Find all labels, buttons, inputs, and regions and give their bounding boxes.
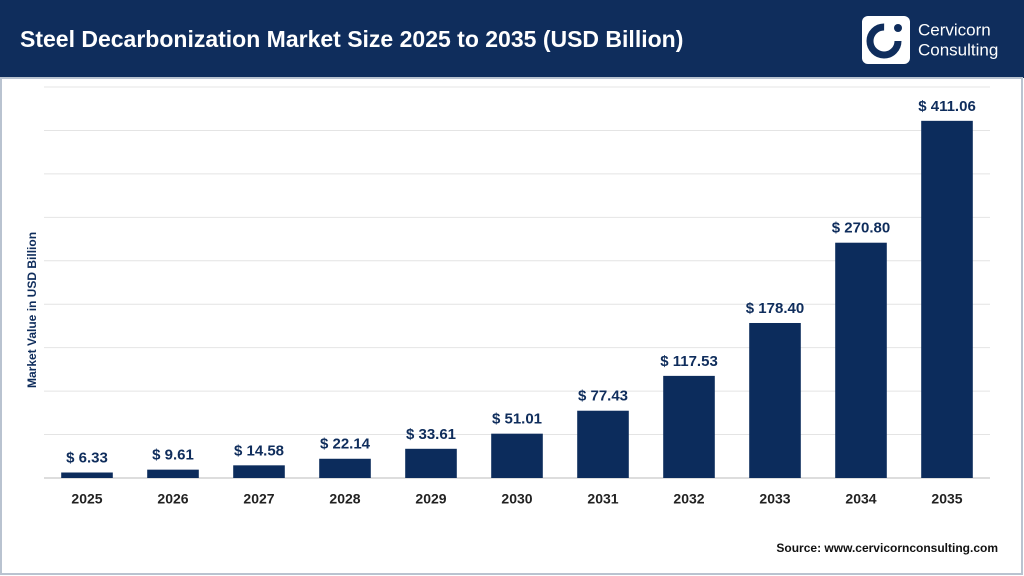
x-tick-label: 2025 [71, 491, 102, 507]
logo: Cervicorn Consulting [862, 16, 998, 64]
bar [319, 458, 371, 478]
bar [835, 242, 887, 478]
x-tick-label: 2032 [673, 491, 704, 507]
value-label: $ 178.40 [746, 300, 804, 317]
bar [577, 410, 629, 478]
x-tick-label: 2035 [931, 491, 962, 507]
bar [921, 120, 973, 478]
logo-dot [894, 24, 902, 32]
x-tick-label: 2031 [587, 491, 618, 507]
logo-line2: Consulting [918, 40, 998, 59]
value-label: $ 33.61 [406, 426, 456, 443]
logo-line1: Cervicorn [918, 20, 991, 39]
value-label: $ 411.06 [918, 98, 976, 115]
x-tick-label: 2026 [157, 491, 188, 507]
source-note: Source: www.cervicornconsulting.com [776, 541, 998, 555]
bar [749, 322, 801, 478]
value-label: $ 117.53 [660, 353, 718, 370]
y-axis-label: Market Value in USD Billion [25, 232, 39, 388]
value-label: $ 77.43 [578, 388, 628, 405]
x-tick-label: 2034 [845, 491, 876, 507]
x-tick-label: 2030 [501, 491, 532, 507]
x-tick-label: 2029 [415, 491, 446, 507]
bar [233, 465, 285, 478]
value-label: $ 22.14 [320, 436, 371, 453]
bar [663, 375, 715, 478]
bar [61, 472, 113, 478]
chart-title: Steel Decarbonization Market Size 2025 t… [20, 26, 683, 52]
x-tick-label: 2033 [759, 491, 790, 507]
logo-ring [866, 23, 902, 59]
x-tick-label: 2028 [329, 491, 360, 507]
value-label: $ 270.80 [832, 220, 890, 237]
bar [491, 433, 543, 478]
value-label: $ 9.61 [152, 447, 194, 464]
bar [147, 469, 199, 478]
frame [0, 77, 1023, 575]
value-label: $ 51.01 [492, 411, 542, 428]
header-bar [0, 0, 1024, 78]
value-label: $ 14.58 [234, 442, 284, 459]
bar [405, 448, 457, 478]
value-label: $ 6.33 [66, 449, 108, 466]
x-tick-label: 2027 [243, 491, 274, 507]
